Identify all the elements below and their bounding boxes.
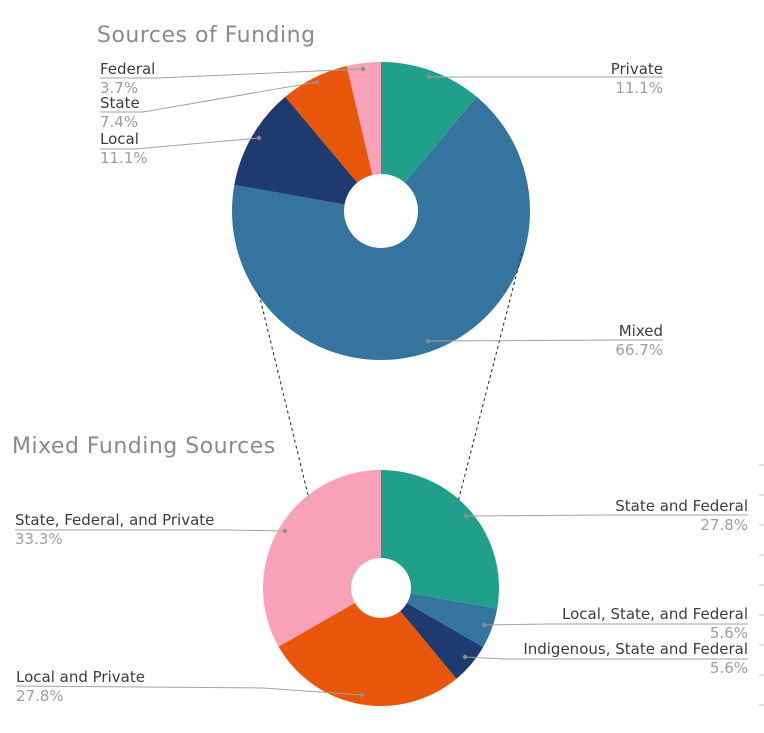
leader-dot (359, 692, 365, 698)
leader-dot (282, 528, 288, 534)
callout-state-and-federal-label: State and Federal (615, 497, 748, 515)
slice-federal[interactable] (346, 62, 381, 175)
slice-indigenous-state-and-federal[interactable] (400, 603, 484, 679)
callout-indigenous-state-federal-label: Indigenous, State and Federal (523, 640, 748, 658)
callout-state-percent: 7.4% (100, 113, 139, 131)
label-leader-line (100, 137, 260, 150)
slice-local-state-and-federal[interactable] (406, 593, 498, 648)
label-leader-line (464, 656, 748, 660)
slice-state[interactable] (285, 66, 373, 183)
callout-private-label: Private (610, 60, 663, 78)
callout-indigenous-state-federal-percent: 5.6% (709, 659, 748, 677)
top-chart-title: Sources of Funding (97, 23, 316, 48)
pie-connector-line (258, 293, 309, 496)
leader-dot (256, 135, 262, 141)
label-leader-line (465, 514, 748, 517)
leader-dot (425, 338, 431, 344)
leader-dot (481, 622, 487, 628)
callout-local-and-private-percent: 27.8% (16, 687, 64, 705)
callout-mixed-percent: 66.7% (615, 341, 663, 359)
leader-dot (463, 513, 469, 519)
leader-dot (314, 79, 320, 85)
leader-dot (360, 66, 366, 72)
slice-mixed[interactable] (232, 96, 531, 360)
callout-local-and-private-label: Local and Private (16, 668, 145, 686)
slice-state-and-federal[interactable] (381, 470, 499, 609)
pie-connector-line (457, 252, 523, 503)
callout-local-label: Local (100, 130, 139, 148)
leader-dot (462, 654, 468, 660)
label-leader-line (427, 339, 663, 342)
slice-private[interactable] (381, 61, 477, 183)
callout-state-and-federal-percent: 27.8% (700, 516, 748, 534)
callout-local-state-federal-percent: 5.6% (709, 624, 748, 642)
leader-dot (426, 74, 432, 80)
callout-private-percent: 11.1% (615, 79, 663, 97)
label-leader-line (15, 529, 286, 532)
label-leader-line (15, 685, 363, 696)
label-leader-line (100, 81, 318, 113)
slice-state-federal-and-private[interactable] (262, 469, 381, 647)
callout-state-federal-private-label: State, Federal, and Private (15, 511, 215, 529)
callout-mixed-label: Mixed (618, 322, 663, 340)
callout-local-state-federal-label: Local, State, and Federal (562, 605, 748, 623)
callout-state-federal-private-percent: 33.3% (15, 530, 63, 548)
bottom-chart-title: Mixed Funding Sources (12, 434, 276, 459)
label-leader-line (483, 623, 748, 626)
callout-federal-label: Federal (100, 60, 156, 78)
callout-state-label: State (100, 94, 140, 112)
slice-local[interactable] (234, 96, 358, 205)
slice-local-and-private[interactable] (278, 602, 457, 707)
callout-local-percent: 11.1% (100, 149, 148, 167)
label-leader-line (100, 68, 364, 79)
callout-federal-percent: 3.7% (100, 79, 139, 97)
